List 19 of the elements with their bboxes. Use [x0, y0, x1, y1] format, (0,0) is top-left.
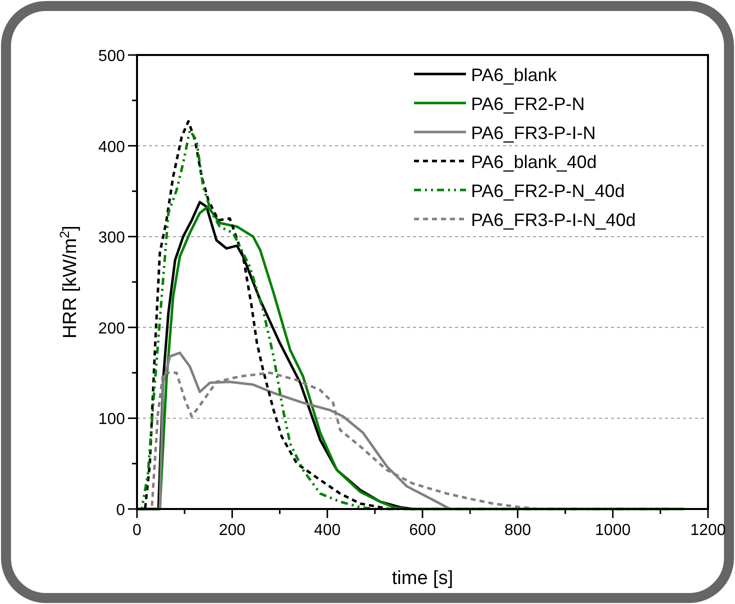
y-tick-label: 300 [98, 230, 126, 247]
x-tick-label: 1000 [595, 522, 631, 539]
y-tick-label: 100 [98, 411, 126, 428]
y-tick-label: 400 [98, 138, 126, 156]
x-tick-label: 0 [132, 522, 142, 539]
legend-label: PA6_FR3-P-I-N_40d [471, 210, 636, 230]
x-tick-label: 200 [218, 522, 246, 539]
legend-label: PA6_blank [471, 65, 558, 85]
x-tick-label: 600 [409, 522, 436, 539]
y-tick-label: 200 [98, 320, 126, 338]
legend-label: PA6_FR3-P-I-N [471, 123, 596, 143]
y-tick-label: 500 [98, 48, 126, 65]
legend-label: PA6_blank_40d [471, 152, 597, 172]
x-tick-label: 800 [504, 522, 532, 539]
x-axis-title: time [s] [392, 568, 454, 589]
x-tick-label: 400 [314, 522, 341, 539]
legend-label: PA6_FR2-P-N_40d [471, 181, 625, 201]
y-tick-label: 0 [116, 502, 126, 519]
legend-label: PA6_FR2-P-N [471, 94, 585, 114]
